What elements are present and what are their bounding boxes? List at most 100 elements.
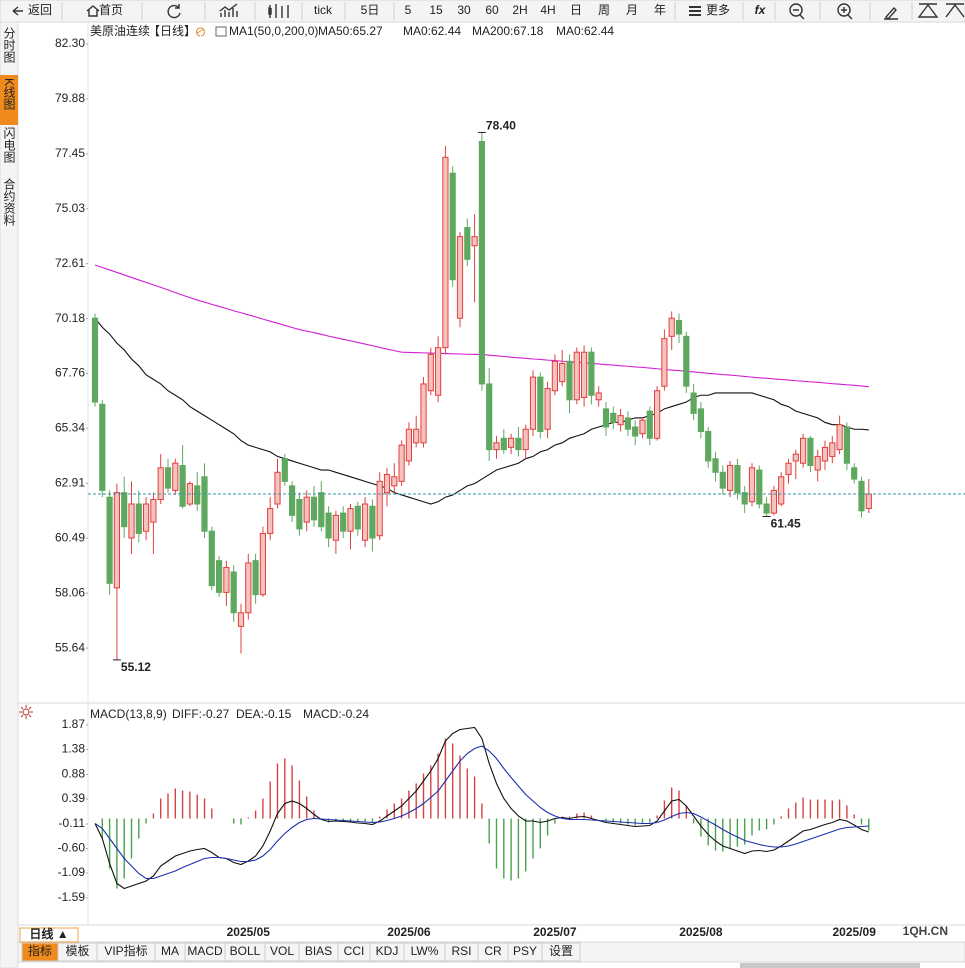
macd-bar: [831, 800, 833, 819]
period-tab[interactable]: 日线 ▲: [29, 926, 68, 941]
macd-bar: [780, 816, 782, 819]
candle-body: [748, 467, 756, 503]
indicator-tab[interactable]: VOL: [270, 944, 294, 958]
toolbar-button[interactable]: 2H: [512, 3, 527, 17]
macd-bar: [576, 813, 578, 819]
indicator-tab[interactable]: VIP指标: [104, 943, 147, 958]
indicator-tab[interactable]: BIAS: [305, 944, 332, 958]
macd-bar: [444, 738, 447, 819]
macd-bar: [510, 818, 512, 881]
macd-bar: [189, 791, 191, 819]
macd-bar: [379, 816, 381, 819]
indicator-tab[interactable]: LW%: [411, 944, 439, 958]
candle-body: [843, 426, 850, 464]
macd-bar: [116, 818, 118, 889]
scrollbar: [740, 963, 920, 968]
candle-body: [573, 351, 580, 401]
candle-body: [354, 505, 361, 530]
candle-body: [544, 387, 551, 430]
indicator-tab[interactable]: CR: [484, 944, 502, 958]
y-tick-label: -0.60: [58, 841, 86, 855]
sidebar-tab[interactable]: 分时图: [2, 27, 16, 63]
candle-body: [435, 347, 442, 396]
candle-body: [683, 335, 690, 387]
legend-item: MA1(50,0,200,0): [229, 24, 318, 38]
indicator-tab[interactable]: RSI: [451, 944, 471, 958]
candle-body: [851, 467, 858, 480]
toolbar-button[interactable]: 30: [457, 3, 471, 17]
triangle-icon: [945, 3, 965, 18]
candle-body: [121, 492, 128, 528]
toolbar-button[interactable]: 日: [570, 3, 582, 17]
toolbar-button[interactable]: fx: [755, 3, 767, 17]
toolbar-button[interactable]: 返回: [28, 3, 52, 17]
refresh-icon: [167, 4, 181, 19]
macd-bar: [262, 798, 264, 819]
macd-bar: [846, 805, 848, 819]
y-tick-label: 65.34: [55, 421, 85, 435]
legend-item: MA50:65.27: [318, 24, 383, 38]
candle-body: [807, 437, 814, 466]
toolbar-button[interactable]: 更多: [706, 3, 730, 17]
macd-bar: [196, 794, 198, 819]
macd-bar: [306, 796, 308, 819]
y-tick-label: 1.38: [62, 742, 86, 756]
candle-body: [449, 172, 456, 281]
candle-body: [267, 508, 274, 534]
toolbar-button[interactable]: 年: [654, 3, 666, 17]
macd-bar: [539, 818, 541, 849]
toolbar-button[interactable]: 60: [485, 3, 499, 17]
indicator-tab[interactable]: CCI: [344, 944, 365, 958]
macd-bar: [386, 809, 388, 819]
candle-body: [296, 498, 303, 530]
macd-bar: [181, 790, 184, 819]
macd-bar: [838, 799, 841, 819]
sidebar-tab[interactable]: 闪电图: [2, 127, 16, 163]
candle-body: [398, 444, 405, 482]
settings-icon: [19, 705, 33, 719]
toolbar-button[interactable]: tick: [314, 3, 333, 17]
toolbar-button[interactable]: 月: [626, 3, 638, 17]
indicator-tab[interactable]: 指标: [28, 943, 52, 958]
candle-body: [617, 415, 624, 426]
toolbar-button[interactable]: 5日: [361, 3, 380, 17]
candle-body: [135, 503, 142, 534]
macd-bar: [751, 818, 753, 836]
indicator-tab[interactable]: MA: [161, 944, 179, 958]
indicator-tab[interactable]: PSY: [513, 944, 537, 958]
tab-box: [541, 942, 581, 962]
candle-body: [99, 403, 106, 491]
candle-body: [413, 428, 420, 444]
macd-bar: [700, 818, 702, 837]
candle-icon: [268, 4, 289, 18]
sidebar-tab[interactable]: K线图: [2, 78, 16, 110]
toolbar-button[interactable]: 5: [405, 3, 412, 17]
macd-bar: [152, 813, 155, 819]
candle-body: [157, 467, 164, 500]
candle-body: [654, 390, 661, 439]
candle-body: [259, 532, 266, 596]
indicator-tab[interactable]: BOLL: [230, 944, 261, 958]
candle-body: [756, 469, 763, 505]
indicator-tab[interactable]: MACD: [187, 944, 223, 958]
zoom-out-icon: [789, 3, 803, 17]
indicator-tab[interactable]: 设置: [549, 944, 573, 958]
toolbar-button[interactable]: 周: [598, 3, 610, 17]
macd-bar: [634, 818, 636, 826]
candle-body: [595, 392, 602, 401]
macd-bar: [130, 818, 133, 859]
macd-bar: [678, 790, 680, 819]
sidebar-tab[interactable]: 合约资料: [2, 177, 16, 226]
macd-bar: [254, 810, 257, 819]
candle-body: [471, 236, 478, 247]
toolbar-button[interactable]: 4H: [540, 3, 555, 17]
toolbar-button[interactable]: 首页: [99, 3, 123, 17]
candle-body: [661, 338, 668, 387]
indicator-tab[interactable]: KDJ: [376, 944, 399, 958]
toolbar-button[interactable]: 15: [429, 3, 443, 17]
macd-bar: [517, 818, 520, 879]
candle-body: [734, 464, 741, 494]
candle-body: [632, 426, 639, 437]
indicator-tab[interactable]: 模板: [65, 944, 89, 958]
